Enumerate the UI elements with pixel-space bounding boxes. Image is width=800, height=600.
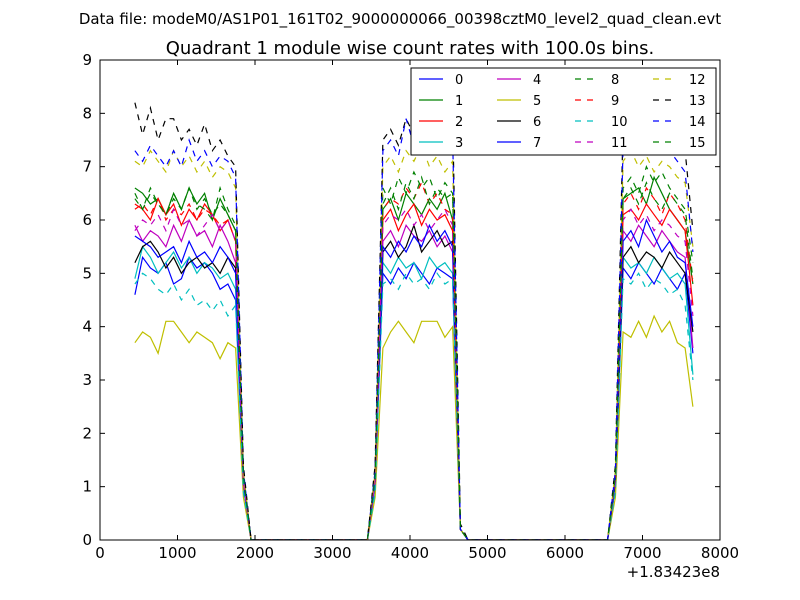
legend-item-8: 8 [575, 73, 619, 88]
y-tick-label: 2 [82, 424, 92, 442]
x-tick-label: 5000 [468, 544, 506, 562]
legend-label: 0 [455, 73, 463, 88]
x-tick-label: 4000 [391, 544, 429, 562]
legend-item-2: 2 [419, 115, 463, 130]
legend-label: 8 [611, 73, 619, 88]
x-tick-label: 6000 [546, 544, 584, 562]
x-tick-label: 8000 [701, 544, 739, 562]
legend-item-10: 10 [575, 115, 628, 130]
series-line-7 [134, 218, 694, 540]
legend-label: 12 [689, 73, 706, 88]
legend-label: 9 [611, 94, 619, 109]
series-line-11 [134, 207, 694, 540]
y-tick-label: 7 [82, 158, 92, 176]
legend-label: 4 [533, 73, 541, 88]
x-tick-label: 2000 [236, 544, 274, 562]
y-tick-label: 9 [82, 51, 92, 69]
legend-label: 1 [455, 94, 463, 109]
legend-item-11: 11 [575, 136, 628, 151]
legend-label: 3 [455, 136, 463, 151]
legend-item-4: 4 [497, 73, 541, 88]
legend-item-12: 12 [653, 73, 706, 88]
legend-item-5: 5 [497, 94, 541, 109]
chart-title: Quadrant 1 module wise count rates with … [166, 38, 655, 59]
x-axis: 0 1000 2000 3000 4000 5000 6000 7000 8000 [95, 60, 739, 562]
legend-label: 6 [533, 115, 541, 130]
legend-item-7: 7 [497, 136, 541, 151]
legend-item-1: 1 [419, 94, 463, 109]
legend-item-14: 14 [653, 115, 706, 130]
y-tick-label: 5 [82, 264, 92, 282]
y-tick-label: 3 [82, 371, 92, 389]
legend-item-6: 6 [497, 115, 541, 130]
x-offset-label: +1.83423e8 [627, 563, 720, 581]
y-tick-label: 8 [82, 104, 92, 122]
x-tick-label: 3000 [313, 544, 351, 562]
y-tick-label: 4 [82, 318, 92, 336]
series-line-3 [134, 245, 694, 540]
legend-item-0: 0 [419, 73, 463, 88]
legend-label: 13 [689, 94, 706, 109]
x-tick-label: 1000 [158, 544, 196, 562]
legend-frame [410, 67, 717, 156]
legend-label: 14 [689, 115, 706, 130]
legend-label: 2 [455, 115, 463, 130]
x-tick-label: 7000 [623, 544, 661, 562]
figure-suptitle: Data file: modeM0/AS1P01_161T02_90000000… [79, 10, 721, 29]
legend-item-3: 3 [419, 136, 463, 151]
legend-item-15: 15 [653, 136, 706, 151]
legend-item-13: 13 [653, 94, 706, 109]
legend-label: 10 [611, 115, 628, 130]
legend-item-9: 9 [575, 94, 619, 109]
legend-label: 7 [533, 136, 541, 151]
series-line-8 [134, 165, 694, 540]
series-line-12 [134, 143, 694, 540]
series-line-10 [134, 272, 694, 540]
series-line-5 [134, 314, 694, 540]
y-tick-label: 1 [82, 478, 92, 496]
legend-label: 5 [533, 94, 541, 109]
x-tick-label: 0 [95, 544, 105, 562]
legend-label: 11 [611, 136, 628, 151]
legend-label: 15 [689, 136, 706, 151]
series-line-15 [134, 175, 694, 540]
y-tick-label: 0 [82, 531, 92, 549]
y-tick-label: 6 [82, 211, 92, 229]
